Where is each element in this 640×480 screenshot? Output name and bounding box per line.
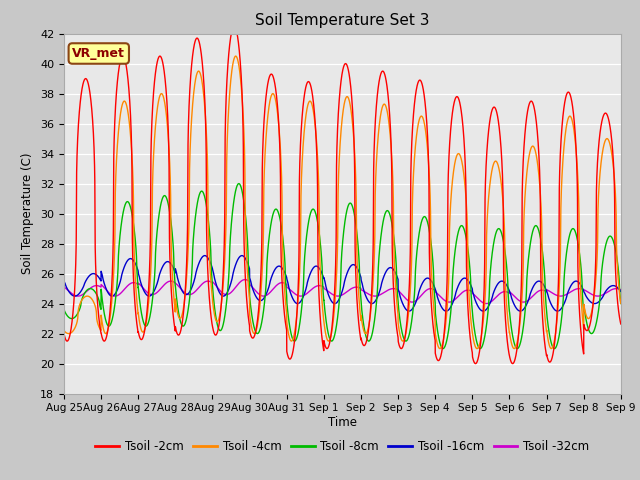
Tsoil -32cm — [241, 276, 249, 282]
Tsoil -4cm — [160, 96, 168, 102]
Tsoil -8cm — [468, 296, 476, 302]
Tsoil -2cm — [499, 190, 507, 195]
Tsoil -4cm — [616, 297, 624, 303]
Tsoil -16cm — [160, 262, 168, 267]
Tsoil -32cm — [499, 289, 507, 295]
Tsoil -16cm — [499, 278, 507, 284]
Tsoil -32cm — [60, 284, 68, 290]
Tsoil -32cm — [322, 287, 330, 292]
Tsoil -4cm — [436, 346, 444, 351]
Tsoil -2cm — [472, 361, 479, 367]
Tsoil -8cm — [617, 300, 625, 306]
Tsoil -2cm — [616, 319, 624, 324]
Tsoil -4cm — [232, 53, 239, 59]
Tsoil -4cm — [617, 300, 625, 306]
Tsoil -32cm — [160, 282, 168, 288]
Tsoil -16cm — [617, 288, 625, 294]
Tsoil -16cm — [322, 283, 330, 288]
Tsoil -8cm — [499, 236, 507, 242]
Tsoil -32cm — [436, 294, 444, 300]
Tsoil -8cm — [235, 180, 243, 186]
Line: Tsoil -2cm: Tsoil -2cm — [64, 26, 621, 364]
Title: Soil Temperature Set 3: Soil Temperature Set 3 — [255, 13, 429, 28]
Tsoil -8cm — [616, 296, 624, 301]
Tsoil -4cm — [468, 322, 476, 328]
Tsoil -2cm — [230, 23, 238, 29]
Tsoil -16cm — [405, 308, 413, 314]
Tsoil -2cm — [60, 331, 68, 336]
Tsoil -16cm — [436, 302, 444, 308]
Tsoil -8cm — [439, 346, 447, 351]
Line: Tsoil -32cm: Tsoil -32cm — [64, 279, 621, 303]
Legend: Tsoil -2cm, Tsoil -4cm, Tsoil -8cm, Tsoil -16cm, Tsoil -32cm: Tsoil -2cm, Tsoil -4cm, Tsoil -8cm, Tsoi… — [91, 435, 594, 458]
Tsoil -2cm — [322, 344, 330, 350]
Tsoil -8cm — [160, 193, 168, 199]
Tsoil -32cm — [483, 300, 490, 306]
Tsoil -8cm — [436, 342, 444, 348]
Tsoil -32cm — [616, 287, 624, 292]
Tsoil -2cm — [160, 68, 168, 73]
Tsoil -32cm — [467, 288, 475, 294]
Tsoil -16cm — [616, 288, 624, 294]
Tsoil -16cm — [468, 284, 476, 289]
Y-axis label: Soil Temperature (C): Soil Temperature (C) — [22, 153, 35, 275]
Tsoil -16cm — [60, 278, 68, 284]
Text: VR_met: VR_met — [72, 47, 125, 60]
Tsoil -2cm — [617, 321, 625, 327]
Line: Tsoil -8cm: Tsoil -8cm — [64, 183, 621, 348]
Tsoil -32cm — [617, 287, 625, 292]
Tsoil -4cm — [322, 331, 330, 337]
Line: Tsoil -16cm: Tsoil -16cm — [64, 255, 621, 311]
Tsoil -2cm — [467, 344, 475, 349]
Tsoil -2cm — [436, 354, 444, 360]
Line: Tsoil -4cm: Tsoil -4cm — [64, 56, 621, 348]
Tsoil -4cm — [436, 346, 444, 351]
Tsoil -4cm — [60, 328, 68, 334]
Tsoil -4cm — [499, 199, 507, 204]
X-axis label: Time: Time — [328, 416, 357, 429]
Tsoil -8cm — [60, 307, 68, 312]
Tsoil -16cm — [238, 252, 246, 258]
Tsoil -8cm — [322, 315, 330, 321]
